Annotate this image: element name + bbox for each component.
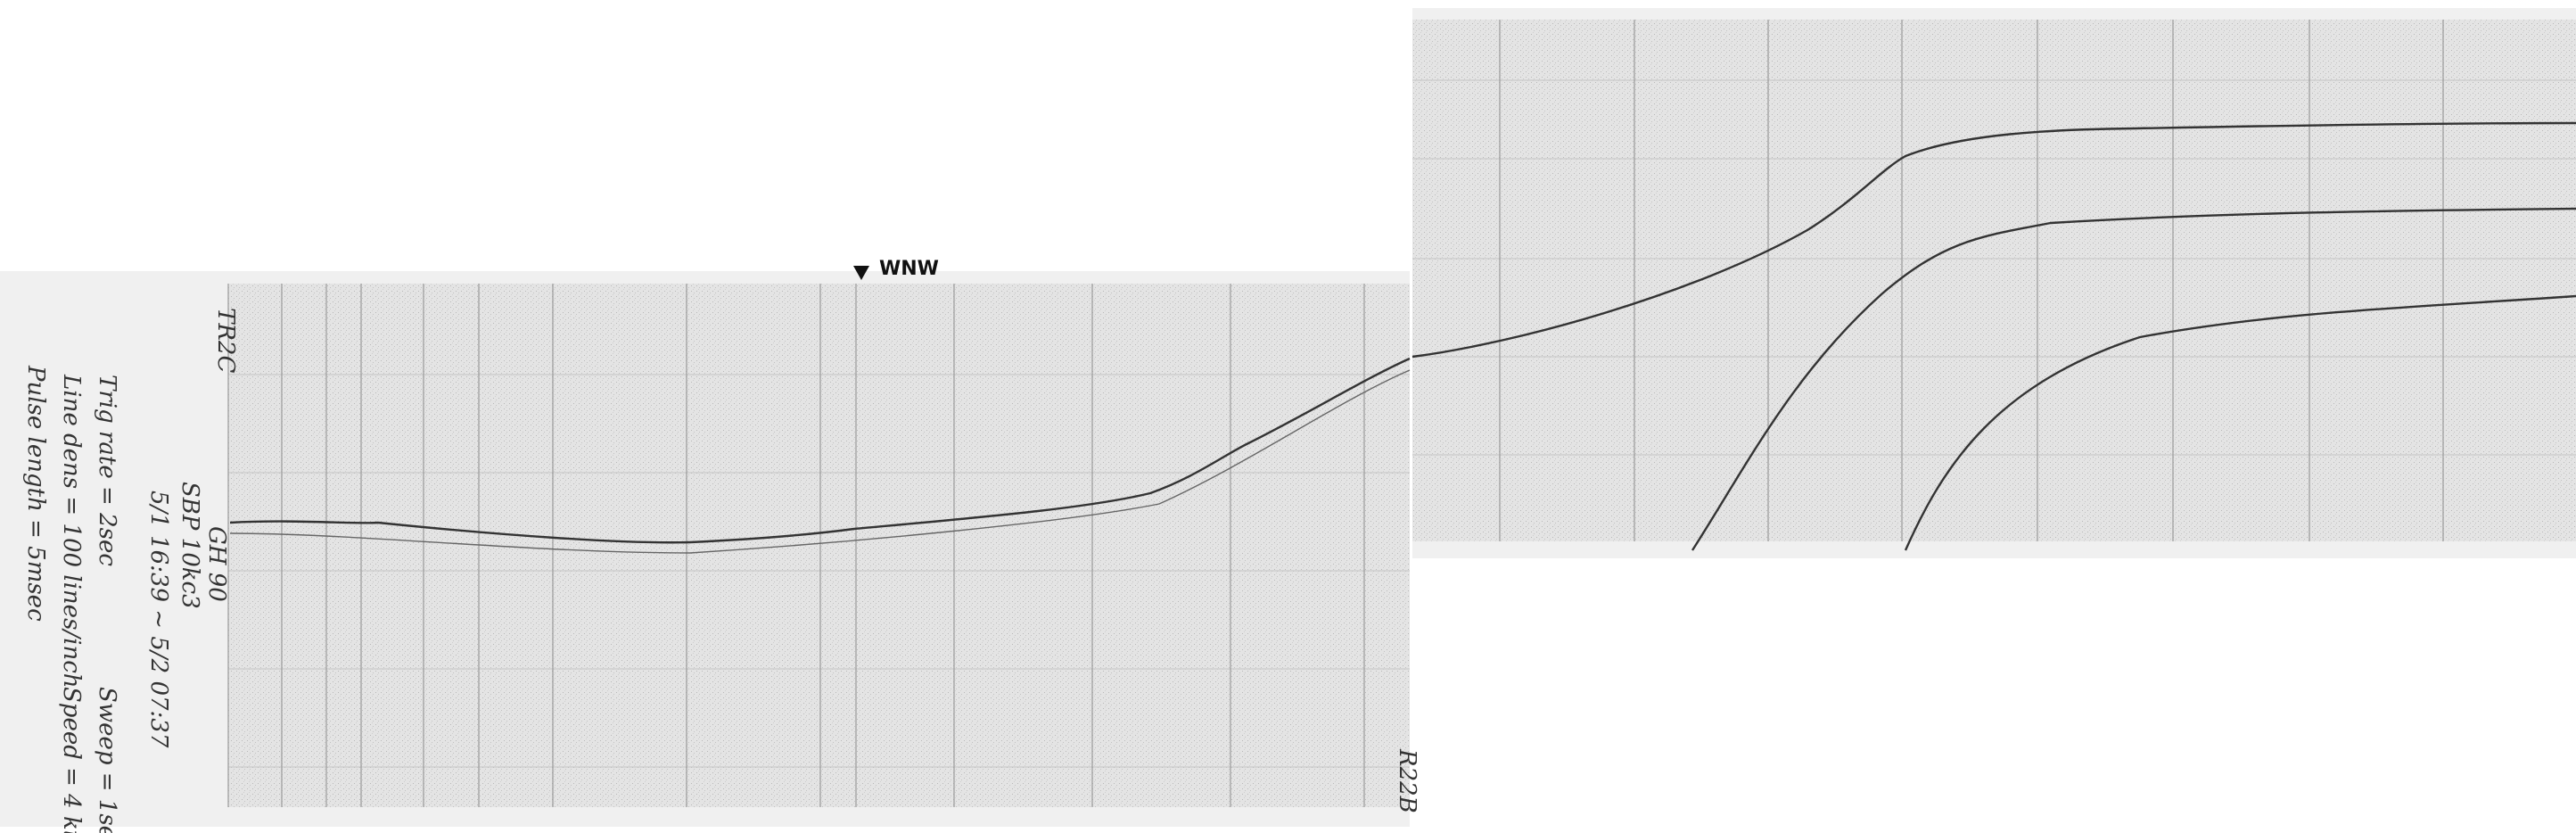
speed: Speed = 4 kts xyxy=(58,687,85,833)
line-name: GH 90 xyxy=(203,526,230,602)
direction-label: WNW xyxy=(879,258,939,280)
corner-label: TR2C xyxy=(212,308,239,373)
deep-reflector xyxy=(1691,207,2576,551)
deep-reflector-2 xyxy=(1904,294,2576,551)
horizontal-grid xyxy=(228,374,1410,768)
right-panel xyxy=(1411,8,2576,558)
sub-reflector xyxy=(229,369,1411,554)
system: SBP 10kc3 xyxy=(177,482,203,609)
seafloor-reflector xyxy=(229,357,1411,544)
vertical-grid xyxy=(1499,20,2444,541)
notes: GH 90 SBP 10kc3 5/1 16:39 ~ 5/2 07:37 Tr… xyxy=(22,365,230,833)
period: 5/1 16:39 ~ 5/2 07:37 xyxy=(145,491,172,748)
left-panel: TR2C R22B GH 90 SBP 10kc3 5/1 16:39 ~ 5/… xyxy=(0,258,1420,833)
seafloor-reflector xyxy=(1411,121,2576,359)
horizontal-grid xyxy=(1412,79,2576,456)
end-label: R22B xyxy=(1394,748,1420,813)
record-area xyxy=(1412,20,2576,541)
record-area xyxy=(228,284,1410,807)
trig-rate: Trig rate = 2sec xyxy=(94,375,120,566)
pulse-length: Pulse length = 5msec xyxy=(22,365,49,622)
sweep: Sweep = 1sec xyxy=(94,687,120,833)
direction-marker xyxy=(853,266,869,280)
line-density: Line dens = 100 lines/inch xyxy=(58,374,85,689)
